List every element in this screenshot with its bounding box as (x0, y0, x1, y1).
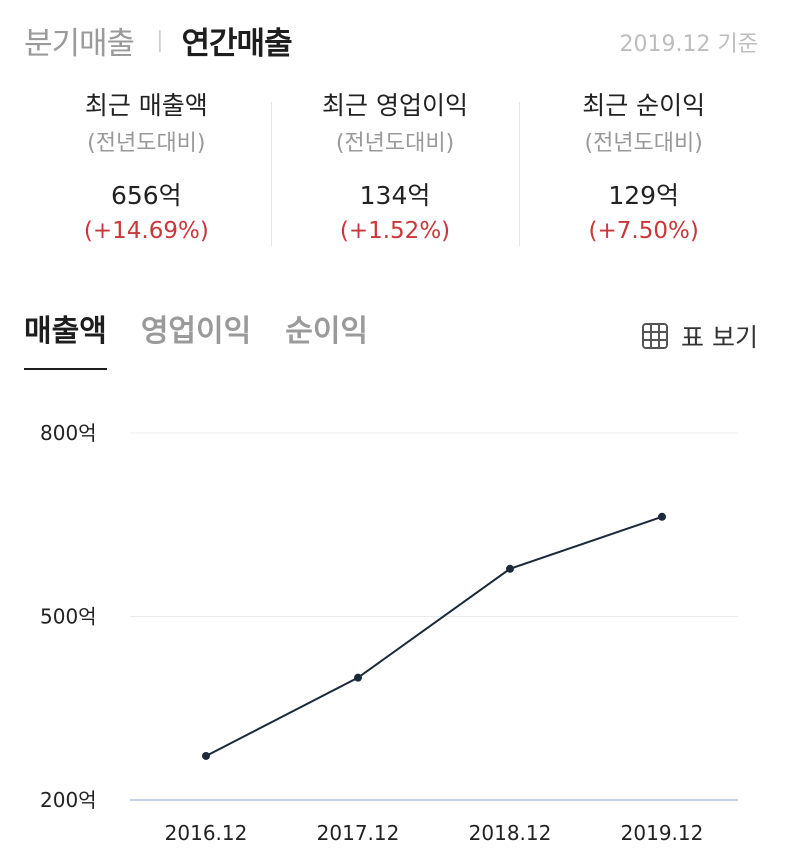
data-point (506, 564, 514, 573)
y-tick-label: 200억 (40, 788, 97, 812)
summary-change: (+14.69%) (83, 218, 209, 244)
x-tick-label: 2018.12 (469, 821, 552, 845)
y-tick-label: 500억 (40, 605, 97, 629)
x-tick-label: 2019.12 (621, 821, 704, 845)
data-point (354, 673, 362, 682)
table-view-label: 표 보기 (681, 323, 758, 352)
x-tick-label: 2017.12 (317, 821, 400, 845)
series-line (205, 515, 663, 757)
y-tick-label: 800억 (40, 421, 97, 445)
summary-value: 134억 (359, 181, 431, 210)
table-view-button[interactable]: 표 보기 (641, 318, 758, 354)
summary-value: 129억 (608, 181, 680, 210)
x-tick-label: 2016.12 (165, 821, 248, 845)
summary-change: (+7.50%) (588, 218, 699, 244)
summary-net-profit: 최근 순이익 (전년도대비) 129억 (+7.50%) (519, 84, 768, 254)
metric-tabs: 매출액 영업이익 순이익 (24, 308, 402, 370)
tab-revenue[interactable]: 매출액 (24, 308, 107, 370)
basis-date: 2019.12 기준 (619, 32, 758, 57)
summary-title: 최근 영업이익 (322, 91, 468, 120)
summary-change: (+1.52%) (339, 218, 451, 244)
tab-quarterly-sales[interactable]: 분기매출 (24, 25, 135, 62)
tab-operating-profit[interactable]: 영업이익 (140, 314, 252, 349)
summary-subtitle: (전년도대비) (584, 131, 703, 156)
summary-subtitle: (전년도대비) (87, 131, 206, 156)
summary-title: 최근 매출액 (84, 91, 208, 120)
data-point (658, 512, 666, 521)
tab-separator: | (156, 27, 164, 53)
summary-operating-profit: 최근 영업이익 (전년도대비) 134억 (+1.52%) (270, 84, 520, 254)
tab-annual-sales[interactable]: 연간매출 (181, 25, 293, 62)
data-point (202, 751, 210, 760)
summary-revenue: 최근 매출액 (전년도대비) 656억 (+14.69%) (22, 84, 271, 254)
revenue-line-chart: 800억 500억 200억 2016.12 2017.12 2018.12 2019.12 (40, 421, 738, 845)
table-grid-icon (642, 323, 669, 349)
period-tabs: 분기매출 | 연간매출 (24, 18, 293, 62)
summary-subtitle: (전년도대비) (335, 131, 455, 156)
summary-title: 최근 순이익 (582, 91, 706, 120)
tab-net-profit[interactable]: 순이익 (285, 314, 369, 349)
summary-panel: 최근 매출액 (전년도대비) 656억 (+14.69%) 최근 영업이익 (전… (22, 84, 768, 254)
summary-value: 656억 (110, 181, 182, 210)
